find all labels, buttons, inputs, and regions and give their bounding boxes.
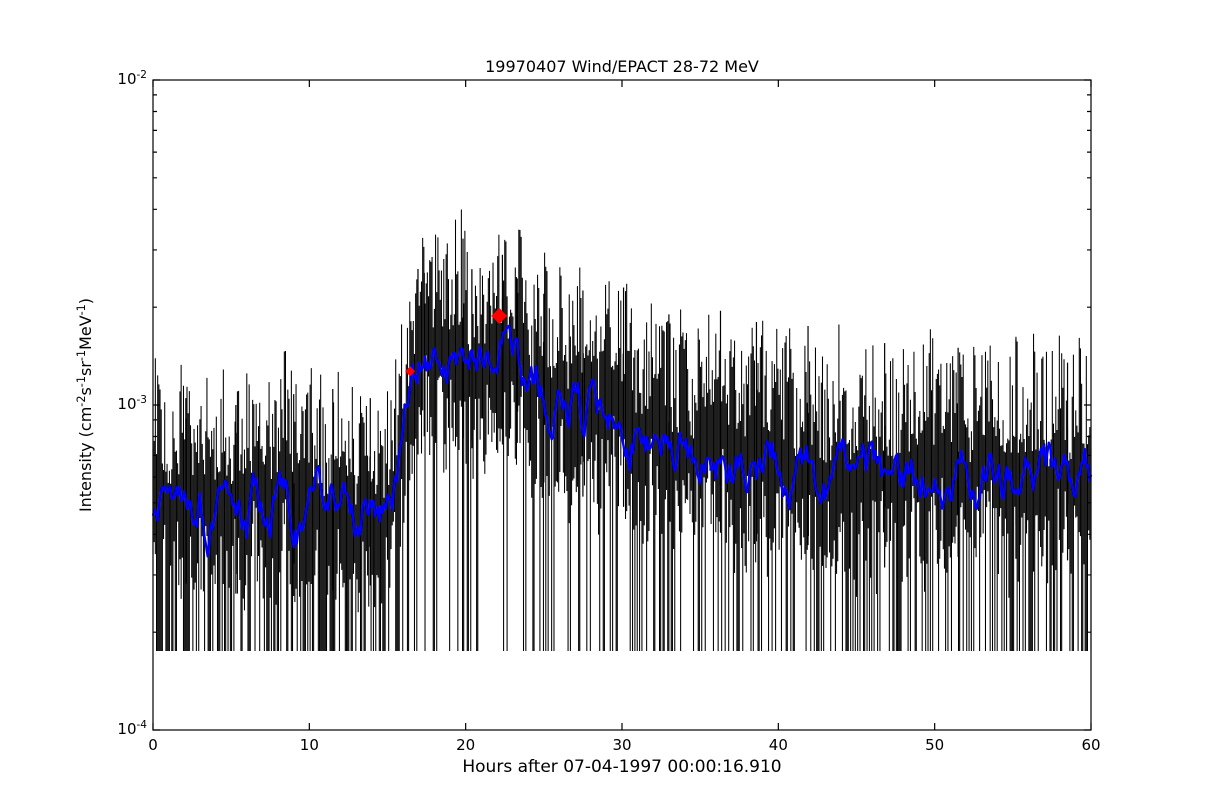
smoothed-intensity-series xyxy=(151,324,1093,558)
event-marker-diamond-icon xyxy=(491,307,508,324)
event-marker-diamond-icon xyxy=(405,366,416,377)
axis-ticks xyxy=(152,79,1092,731)
y-axis-label: Intensity (cm-2s-1sr-1MeV-1) xyxy=(74,297,96,513)
chart-title: 19970407 Wind/EPACT 28-72 MeV xyxy=(485,57,759,76)
x-axis-label: Hours after 07-04-1997 00:00:16.910 xyxy=(462,757,782,777)
